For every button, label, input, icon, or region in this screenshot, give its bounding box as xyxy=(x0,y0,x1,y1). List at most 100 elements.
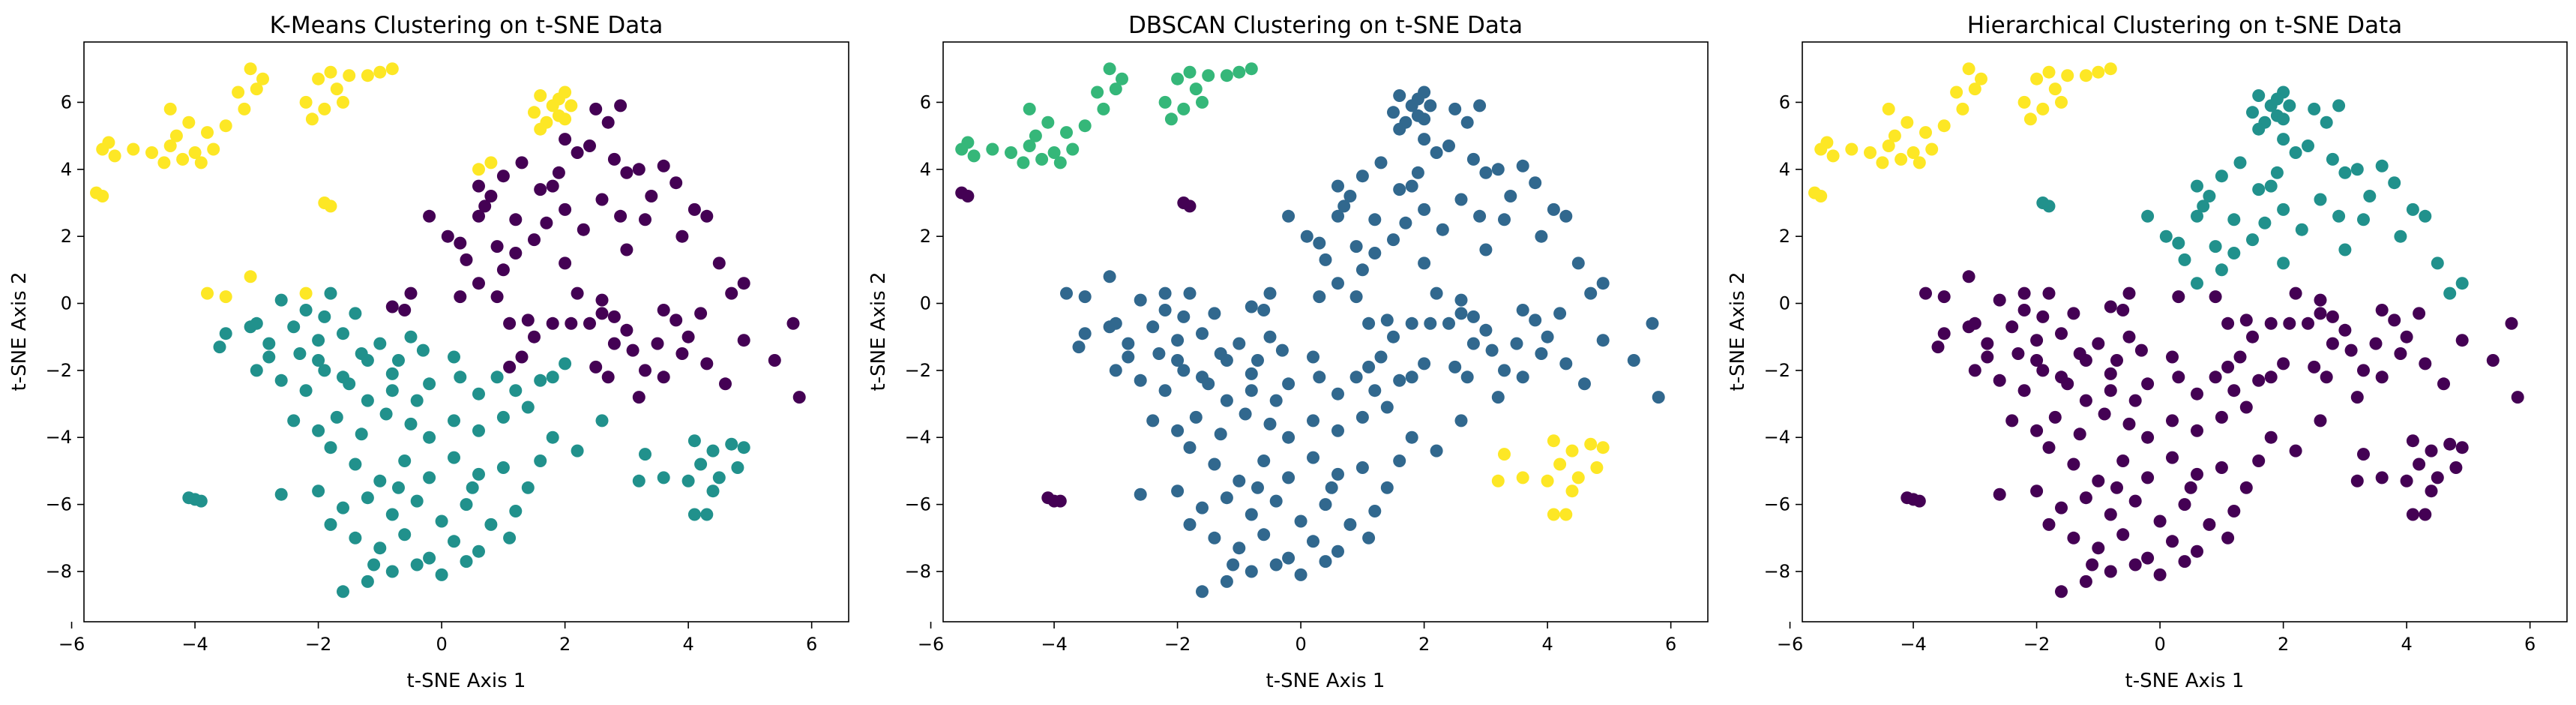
scatter-point xyxy=(559,112,572,126)
scatter-point xyxy=(423,551,436,565)
scatter-point xyxy=(2314,193,2327,206)
scatter-point xyxy=(1627,354,1640,367)
scatter-point xyxy=(2419,508,2432,521)
scatter-point xyxy=(595,307,609,320)
x-tick-label: −6 xyxy=(1777,634,1803,655)
scatter-point xyxy=(706,444,720,458)
scatter-point xyxy=(503,531,517,544)
scatter-point xyxy=(1109,316,1122,330)
scatter-point xyxy=(2413,458,2426,471)
scatter-point xyxy=(1993,374,2006,387)
scatter-point xyxy=(373,337,387,350)
y-tick-label: −8 xyxy=(46,561,72,582)
scatter-point xyxy=(1448,102,1462,116)
scatter-point xyxy=(490,240,504,254)
scatter-point xyxy=(1122,350,1135,364)
scatter-point xyxy=(1393,374,1406,387)
scatter-point xyxy=(2055,370,2068,384)
scatter-point xyxy=(2320,370,2333,384)
scatter-point xyxy=(2375,471,2389,484)
scatter-point xyxy=(2191,544,2203,558)
scatter-point xyxy=(1214,428,1227,441)
scatter-point xyxy=(2246,233,2259,247)
scatter-point xyxy=(2233,156,2247,170)
scatter-point xyxy=(2079,491,2092,505)
scatter-point xyxy=(1134,293,1147,307)
scatter-point xyxy=(2098,407,2111,421)
scatter-point xyxy=(1103,62,1116,76)
scatter-point xyxy=(2443,286,2457,300)
scatter-point xyxy=(1380,314,1394,327)
scatter-point xyxy=(1387,233,1400,247)
scatter-point xyxy=(2264,179,2278,193)
scatter-point xyxy=(521,481,535,494)
scatter-point xyxy=(1393,122,1406,136)
scatter-point xyxy=(2134,344,2148,357)
scatter-point xyxy=(1962,62,1975,76)
scatter-point xyxy=(1196,501,1209,514)
scatter-point xyxy=(2227,505,2241,518)
scatter-point xyxy=(1122,337,1135,350)
scatter-point xyxy=(1424,99,1437,112)
scatter-point xyxy=(454,370,467,384)
scatter-point xyxy=(1430,146,1443,159)
scatter-point xyxy=(2239,314,2253,327)
scatter-point xyxy=(2431,471,2444,484)
scatter-point xyxy=(2227,213,2241,226)
scatter-point xyxy=(1418,133,1431,146)
scatter-point xyxy=(2079,574,2092,588)
scatter-point xyxy=(1245,62,1258,76)
scatter-point xyxy=(1109,82,1122,96)
scatter-point xyxy=(1177,102,1191,116)
scatter-point xyxy=(2332,99,2346,112)
scatter-point xyxy=(448,414,460,428)
scatter-point xyxy=(312,334,325,347)
scatter-point xyxy=(274,293,288,307)
scatter-point xyxy=(571,146,584,159)
scatter-point xyxy=(657,370,670,384)
scatter-point xyxy=(1553,307,1567,320)
scatter-point xyxy=(274,374,288,387)
scatter-point xyxy=(496,461,510,474)
scatter-point xyxy=(2017,384,2031,398)
scatter-point xyxy=(2283,99,2296,112)
scatter-point xyxy=(2221,316,2235,330)
scatter-point xyxy=(1418,202,1431,216)
scatter-point xyxy=(1183,286,1197,300)
scatter-point xyxy=(2338,323,2352,337)
scatter-point xyxy=(2036,102,2050,116)
scatter-point xyxy=(1547,202,1560,216)
x-tick-label: 2 xyxy=(2278,634,2289,655)
y-axis-label: t-SNE Axis 2 xyxy=(1727,272,1749,392)
scatter-point xyxy=(1646,316,1659,330)
scatter-point xyxy=(1245,367,1258,380)
scatter-point xyxy=(2055,585,2068,598)
scatter-point xyxy=(515,156,529,170)
scatter-point xyxy=(398,528,412,542)
scatter-point xyxy=(1300,230,1313,243)
scatter-point xyxy=(2246,106,2259,119)
scatter-point xyxy=(1571,256,1585,270)
scatter-point xyxy=(1282,430,1295,444)
scatter-point xyxy=(1931,340,1945,354)
scatter-point xyxy=(2443,437,2457,451)
scatter-point xyxy=(423,430,436,444)
scatter-point xyxy=(2048,410,2062,424)
scatter-point xyxy=(2308,102,2321,116)
scatter-point xyxy=(361,574,374,588)
scatter-point xyxy=(521,400,535,414)
scatter-point xyxy=(1876,156,1889,170)
scatter-point xyxy=(1183,518,1197,531)
scatter-point xyxy=(1331,467,1344,481)
scatter-point xyxy=(2425,444,2438,458)
scatter-point xyxy=(1460,116,1474,129)
scatter-point xyxy=(1393,89,1406,102)
scatter-point xyxy=(1529,314,1542,327)
scatter-point xyxy=(700,209,714,223)
scatter-point xyxy=(2166,350,2179,364)
scatter-point xyxy=(2511,391,2524,404)
scatter-point xyxy=(102,136,115,149)
scatter-point xyxy=(2048,82,2062,96)
scatter-point xyxy=(1158,384,1172,398)
x-tick-label: 6 xyxy=(1665,634,1676,655)
